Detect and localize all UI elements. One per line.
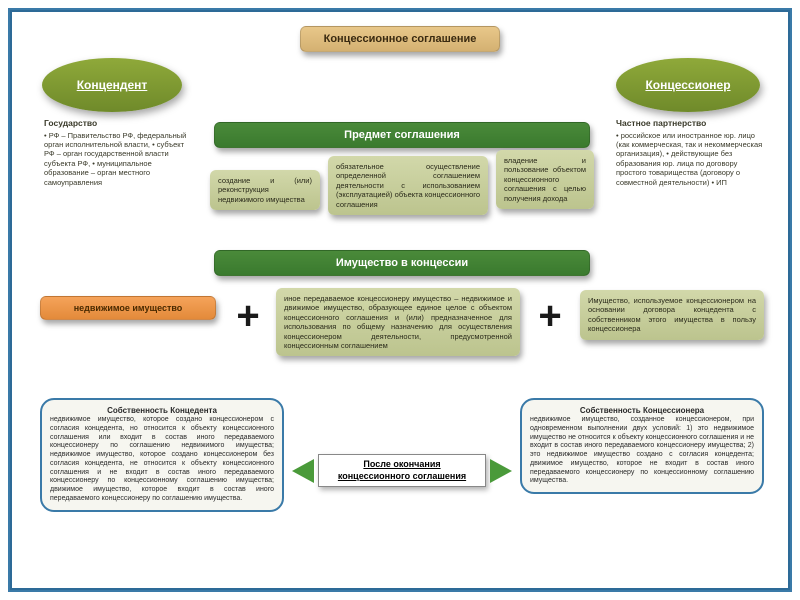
- subject-card-a: создание и (или) реконструкция недвижимо…: [210, 170, 320, 210]
- concedent-label: Концендент: [77, 78, 148, 92]
- concessioner-oval: Концессионер: [616, 58, 760, 112]
- arrow-right-icon: [490, 459, 512, 483]
- title-banner: Концессионное соглашение: [300, 26, 500, 52]
- concedent-desc: Государство • РФ – Правительство РФ, фед…: [44, 118, 194, 187]
- property-c: Имущество, используемое концессионером н…: [580, 290, 764, 340]
- owner-right-title: Собственность Концессионера: [580, 406, 704, 415]
- arrow-left-icon: [292, 459, 314, 483]
- subject-card-c: владение и пользование объектом концесси…: [496, 150, 594, 209]
- concessioner-desc-title: Частное партнерство: [616, 118, 768, 129]
- plus-2: +: [530, 296, 570, 336]
- concessioner-desc-body: • российское или иностранное юр. лицо (к…: [616, 131, 762, 187]
- owner-left: Собственность Концедента недвижимое имущ…: [40, 398, 284, 512]
- owner-right-body: недвижимое имущество, созданное концесси…: [530, 416, 754, 484]
- subject-banner: Предмет соглашения: [214, 122, 590, 148]
- after-label: После окончания концессионного соглашени…: [318, 454, 486, 487]
- concedent-desc-title: Государство: [44, 118, 194, 129]
- property-b: иное передаваемое концессионеру имуществ…: [276, 288, 520, 356]
- concedent-desc-body: • РФ – Правительство РФ, федеральный орг…: [44, 131, 186, 187]
- after-arrows: После окончания концессионного соглашени…: [292, 454, 512, 487]
- property-a: недвижимое имущество: [40, 296, 216, 320]
- subject-card-b: обязательное осуществление определенной …: [328, 156, 488, 215]
- concedent-oval: Концендент: [42, 58, 182, 112]
- owner-right: Собственность Концессионера недвижимое и…: [520, 398, 764, 494]
- concessioner-desc: Частное партнерство • российское или ино…: [616, 118, 768, 187]
- plus-1: +: [228, 296, 268, 336]
- owner-left-body: недвижимое имущество, которое создано ко…: [50, 416, 274, 502]
- owner-left-title: Собственность Концедента: [107, 406, 217, 415]
- property-banner: Имущество в концессии: [214, 250, 590, 276]
- concessioner-label: Концессионер: [645, 78, 730, 92]
